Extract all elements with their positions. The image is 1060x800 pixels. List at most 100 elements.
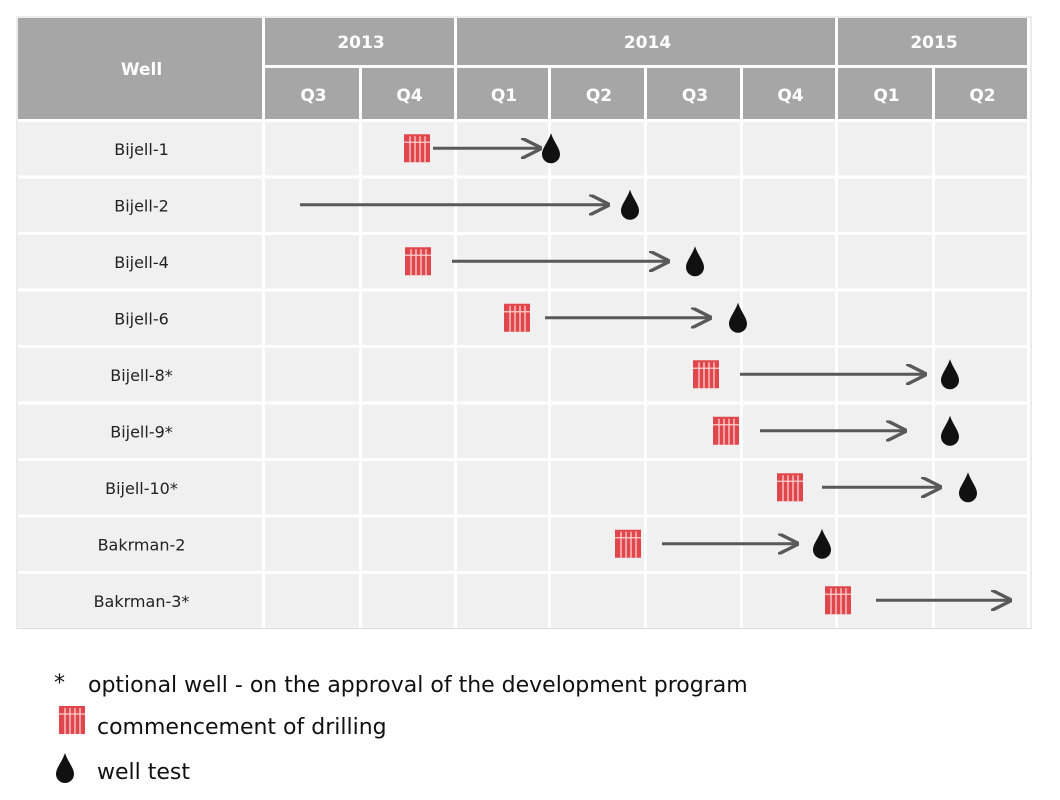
test-icon	[941, 359, 959, 390]
drill-body	[405, 247, 431, 276]
header-cell	[265, 18, 454, 65]
cell	[838, 235, 932, 289]
header-cell	[647, 68, 740, 119]
cell	[551, 404, 644, 458]
cell	[743, 178, 835, 232]
legend-icon	[59, 706, 85, 734]
well-name: Bijell-8*	[110, 366, 173, 385]
year-label: 2015	[910, 33, 957, 53]
cell	[551, 122, 644, 176]
drill-body	[615, 529, 641, 558]
cell	[551, 461, 644, 515]
drilling-icon	[825, 586, 851, 615]
cell	[743, 574, 835, 628]
legend-icon	[56, 753, 74, 783]
cell	[457, 291, 548, 345]
drilling-icon	[713, 416, 739, 445]
row-cell	[18, 461, 262, 515]
header-cell	[457, 68, 548, 119]
row-cell	[18, 574, 262, 628]
legend-mark: *	[54, 671, 65, 696]
cell	[551, 348, 644, 402]
drill-body	[504, 303, 530, 332]
quarter-label: Q1	[873, 86, 899, 106]
cell	[457, 404, 548, 458]
test-icon	[621, 189, 639, 220]
cell	[265, 517, 359, 571]
well-name: Bijell-9*	[110, 422, 173, 441]
cell	[743, 235, 835, 289]
year-label: 2013	[337, 33, 384, 53]
drilling-icon	[405, 247, 431, 276]
cell	[457, 517, 548, 571]
well-name: Bakrman-3*	[94, 592, 190, 611]
drill-body	[59, 706, 85, 734]
drill-body	[404, 134, 430, 163]
cell	[551, 574, 644, 628]
cell	[457, 348, 548, 402]
row-cell	[18, 291, 262, 345]
year-label: 2014	[624, 33, 671, 53]
cell	[362, 348, 454, 402]
drill-body	[777, 473, 803, 502]
drill-body	[693, 360, 719, 389]
header-cell	[362, 68, 454, 119]
legend-text: well test	[97, 760, 190, 785]
header-cell	[551, 68, 644, 119]
cell	[838, 122, 932, 176]
quarter-label: Q3	[300, 86, 326, 106]
row-cell	[18, 517, 262, 571]
header-cell	[838, 68, 932, 119]
cell	[838, 178, 932, 232]
legend-text: optional well - on the approval of the d…	[88, 673, 748, 698]
cell	[743, 122, 835, 176]
legend-text: commencement of drilling	[97, 715, 387, 740]
cell	[647, 574, 740, 628]
cell	[265, 122, 359, 176]
quarter-label: Q3	[682, 86, 708, 106]
quarter-label: Q2	[969, 86, 995, 106]
quarter-label: Q4	[777, 86, 803, 106]
test-icon	[56, 753, 74, 783]
well-name: Bijell-4	[114, 253, 169, 272]
cell	[935, 291, 1027, 345]
well-name: Bijell-10*	[105, 479, 178, 498]
row-cell	[18, 348, 262, 402]
timeline	[300, 133, 1010, 615]
drilling-icon	[615, 529, 641, 558]
header-cell	[457, 18, 835, 65]
cell	[743, 291, 835, 345]
cell	[457, 574, 548, 628]
test-icon	[729, 302, 747, 333]
cell	[362, 461, 454, 515]
cell	[935, 178, 1027, 232]
drill-body	[825, 586, 851, 615]
drilling-icon	[404, 134, 430, 163]
table-border	[16, 16, 1032, 629]
cell	[935, 122, 1027, 176]
cell	[457, 461, 548, 515]
cell	[265, 291, 359, 345]
header-cell	[838, 18, 1027, 65]
test-icon	[941, 415, 959, 446]
header-text: Well	[121, 60, 162, 80]
drilling-icon	[504, 303, 530, 332]
table: Well 2013 2014 2015 Q3 Q4 Q1 Q2 Q3 Q4 Q1 Q2 Bijell-1…	[16, 16, 1032, 629]
quarter-label: Q2	[586, 86, 612, 106]
cell	[265, 348, 359, 402]
cell	[362, 517, 454, 571]
test-icon	[686, 246, 704, 277]
test-icon	[542, 133, 560, 164]
row-cell	[18, 122, 262, 176]
cell	[265, 404, 359, 458]
header-cell	[18, 18, 262, 119]
cell	[647, 122, 740, 176]
row-cell	[18, 404, 262, 458]
cell	[647, 461, 740, 515]
row-cell	[18, 178, 262, 232]
cell	[265, 235, 359, 289]
header-cell	[935, 68, 1027, 119]
test-icon	[813, 528, 831, 559]
cell	[935, 235, 1027, 289]
